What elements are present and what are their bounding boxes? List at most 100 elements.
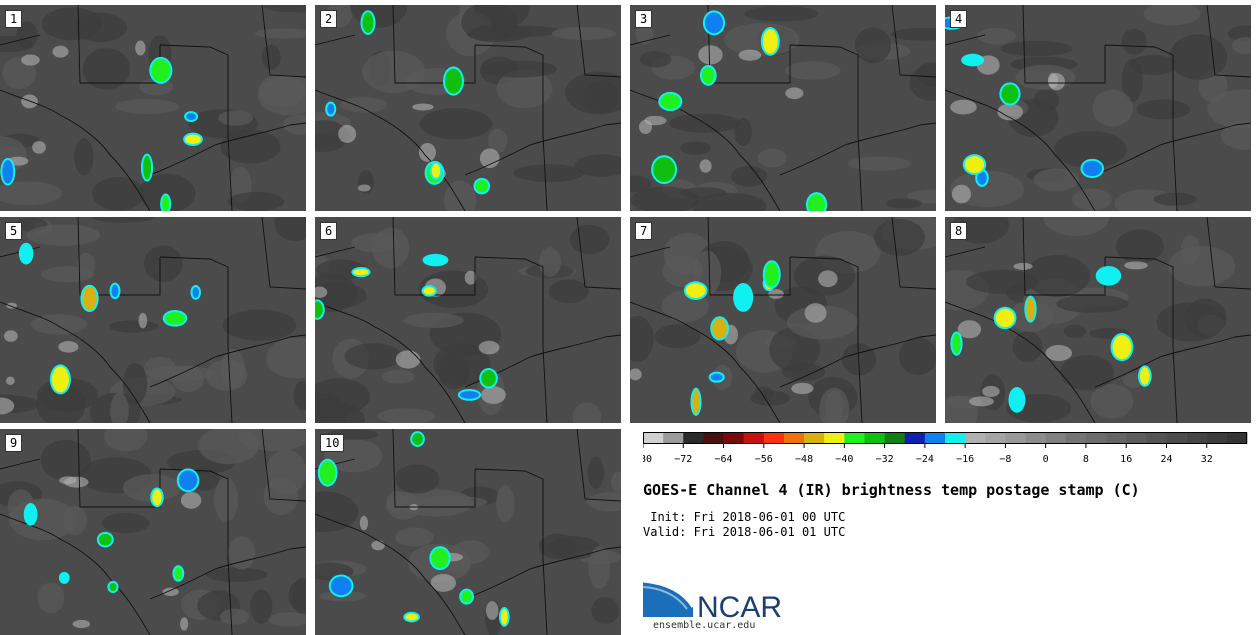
cloud-texture bbox=[1121, 28, 1147, 55]
colorbar-bin bbox=[723, 432, 744, 444]
cloud-wisp bbox=[698, 45, 723, 65]
map-border bbox=[149, 122, 306, 176]
map-border bbox=[227, 134, 233, 211]
storm-cell bbox=[51, 366, 69, 393]
storm-cell bbox=[964, 156, 985, 173]
cloud-texture bbox=[1090, 383, 1134, 419]
cloud-wisp bbox=[412, 103, 434, 111]
cloud-texture bbox=[680, 141, 712, 155]
storm-cell bbox=[995, 308, 1015, 328]
storm-cell bbox=[704, 12, 724, 34]
map-border bbox=[576, 217, 621, 290]
cloud-texture bbox=[1056, 294, 1129, 313]
map-border bbox=[227, 346, 233, 423]
map-border bbox=[707, 5, 859, 135]
storm-cell bbox=[807, 194, 826, 211]
cloud-texture bbox=[344, 342, 402, 370]
cloud-texture bbox=[257, 76, 306, 116]
map-border bbox=[630, 246, 671, 258]
cloud-texture bbox=[250, 589, 273, 624]
colorbar-tick-label: −16 bbox=[956, 454, 974, 465]
cloud-texture bbox=[874, 218, 925, 256]
cloud-texture bbox=[1168, 246, 1236, 287]
cloud-wisp bbox=[3, 330, 18, 342]
cloud-texture bbox=[496, 485, 515, 523]
cloud-texture bbox=[898, 337, 936, 376]
storm-cell bbox=[660, 93, 681, 110]
storm-cell bbox=[1082, 160, 1103, 177]
storm-cell bbox=[327, 103, 335, 115]
cloud-wisp bbox=[1045, 345, 1072, 362]
cloud-wisp bbox=[638, 119, 653, 135]
panel-label: 10 bbox=[320, 434, 345, 452]
cloud-wisp bbox=[699, 159, 712, 173]
cloud-texture bbox=[909, 64, 936, 102]
cloud-texture bbox=[630, 186, 699, 211]
storm-cell bbox=[109, 582, 117, 592]
cloud-wisp bbox=[982, 385, 1000, 398]
map-border bbox=[315, 246, 356, 258]
stamp-panel-8: 8 bbox=[945, 217, 1251, 423]
cloud-texture bbox=[1060, 355, 1114, 391]
map-canvas bbox=[315, 217, 621, 423]
cloud-texture bbox=[220, 129, 281, 164]
map-canvas bbox=[945, 217, 1251, 423]
colorbar-tick-label: −72 bbox=[674, 454, 692, 465]
colorbar-bin bbox=[924, 432, 946, 444]
storm-cell bbox=[431, 548, 449, 569]
map-border bbox=[227, 558, 233, 635]
cloud-texture bbox=[220, 608, 249, 625]
cloud-texture bbox=[222, 309, 297, 341]
map-canvas bbox=[0, 217, 306, 423]
cloud-texture bbox=[403, 312, 464, 328]
cloud-wisp bbox=[359, 515, 369, 531]
colorbar-bin bbox=[945, 432, 966, 444]
colorbar-bin bbox=[1166, 432, 1187, 444]
cloud-wisp bbox=[1124, 261, 1148, 270]
storm-cell bbox=[445, 68, 462, 94]
panel-label: 6 bbox=[320, 222, 338, 240]
storm-cell bbox=[762, 29, 778, 54]
cloud-wisp bbox=[1047, 72, 1059, 89]
storm-cell bbox=[164, 312, 186, 325]
storm-cell bbox=[20, 244, 32, 263]
storm-cell bbox=[1139, 367, 1150, 385]
map-border bbox=[392, 217, 544, 347]
map-border bbox=[315, 301, 466, 423]
colorbar-bin bbox=[1025, 432, 1046, 444]
cloud-wisp bbox=[32, 141, 46, 154]
cloud-texture bbox=[1115, 229, 1164, 264]
cloud-texture bbox=[1071, 188, 1112, 211]
colorbar-border bbox=[643, 432, 1247, 444]
storm-cell bbox=[152, 489, 162, 506]
map-border bbox=[392, 5, 544, 135]
map-border bbox=[779, 122, 936, 176]
map-border bbox=[0, 301, 151, 423]
storm-cell bbox=[963, 55, 983, 65]
cloud-texture bbox=[74, 138, 94, 176]
colorbar-tick-label: −32 bbox=[876, 454, 894, 465]
cloud-texture bbox=[339, 97, 388, 113]
storm-cell bbox=[98, 533, 112, 546]
storm-cell bbox=[977, 170, 987, 185]
map-border bbox=[542, 558, 548, 635]
map-border bbox=[464, 122, 621, 176]
cloud-texture bbox=[26, 224, 101, 246]
cloud-texture bbox=[1092, 89, 1134, 127]
cloud-wisp bbox=[180, 491, 202, 509]
stamp-panel-10: 10 bbox=[315, 429, 621, 635]
storm-cell bbox=[192, 286, 199, 298]
colorbar-tick-label: −64 bbox=[715, 454, 733, 465]
panel-label: 4 bbox=[950, 10, 968, 28]
map-border bbox=[149, 334, 306, 388]
map-border bbox=[1172, 346, 1178, 423]
storm-cell bbox=[501, 609, 508, 625]
cloud-texture bbox=[1143, 5, 1201, 26]
storm-cell bbox=[315, 301, 323, 318]
storm-cell bbox=[424, 255, 447, 265]
cloud-texture bbox=[437, 353, 470, 390]
cloud-texture bbox=[395, 527, 434, 547]
map-border bbox=[0, 458, 41, 470]
panel-label: 3 bbox=[635, 10, 653, 28]
